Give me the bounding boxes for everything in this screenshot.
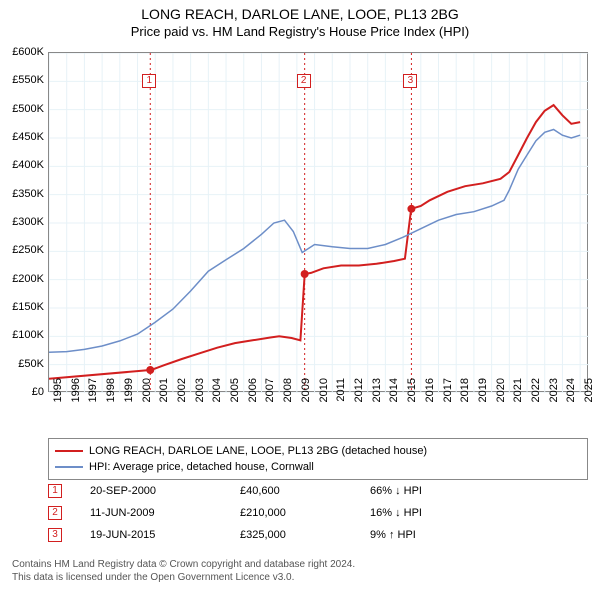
footer-line-2: This data is licensed under the Open Gov…: [12, 572, 588, 585]
transaction-delta: 9% ↑ HPI: [370, 529, 480, 541]
x-tick-label: 2013: [371, 378, 383, 414]
y-tick-label: £200K: [2, 273, 44, 285]
transaction-date: 20-SEP-2000: [90, 485, 240, 497]
event-marker: 1: [142, 74, 156, 88]
chart-plot-area: [48, 52, 588, 392]
y-tick-label: £600K: [2, 46, 44, 58]
legend-label: HPI: Average price, detached house, Corn…: [89, 461, 314, 473]
y-tick-label: £350K: [2, 188, 44, 200]
transaction-marker: 1: [48, 484, 62, 498]
transaction-delta: 16% ↓ HPI: [370, 507, 480, 519]
y-tick-label: £0: [2, 386, 44, 398]
transaction-row: 3 19-JUN-2015£325,0009% ↑ HPI: [48, 524, 588, 546]
y-tick-label: £550K: [2, 74, 44, 86]
legend-swatch: [55, 450, 83, 452]
transaction-delta: 66% ↓ HPI: [370, 485, 480, 497]
x-tick-label: 2007: [264, 378, 276, 414]
title-block: LONG REACH, DARLOE LANE, LOOE, PL13 2BG …: [0, 0, 600, 39]
x-tick-label: 1998: [105, 378, 117, 414]
transaction-row: 2 11-JUN-2009£210,00016% ↓ HPI: [48, 502, 588, 524]
x-tick-label: 2024: [565, 378, 577, 414]
x-tick-label: 2019: [477, 378, 489, 414]
x-tick-label: 2002: [176, 378, 188, 414]
x-tick-label: 2020: [495, 378, 507, 414]
y-tick-label: £100K: [2, 329, 44, 341]
transactions-table: 1 20-SEP-2000£40,60066% ↓ HPI 2 11-JUN-2009…: [48, 480, 588, 546]
transaction-date: 11-JUN-2009: [90, 507, 240, 519]
x-tick-label: 2005: [229, 378, 241, 414]
chart-subtitle: Price paid vs. HM Land Registry's House …: [0, 22, 600, 39]
x-tick-label: 2023: [548, 378, 560, 414]
transaction-marker: 3: [48, 528, 62, 542]
y-tick-label: £500K: [2, 103, 44, 115]
y-tick-label: £150K: [2, 301, 44, 313]
y-tick-label: £250K: [2, 244, 44, 256]
x-tick-label: 1995: [52, 378, 64, 414]
x-tick-label: 2015: [406, 378, 418, 414]
legend-item: HPI: Average price, detached house, Corn…: [55, 459, 581, 475]
transaction-price: £40,600: [240, 485, 370, 497]
x-tick-label: 2012: [353, 378, 365, 414]
legend-label: LONG REACH, DARLOE LANE, LOOE, PL13 2BG …: [89, 445, 427, 457]
x-tick-label: 2018: [459, 378, 471, 414]
x-tick-label: 2011: [335, 378, 347, 414]
x-tick-label: 1996: [70, 378, 82, 414]
x-tick-label: 2014: [388, 378, 400, 414]
transaction-price: £325,000: [240, 529, 370, 541]
chart-title: LONG REACH, DARLOE LANE, LOOE, PL13 2BG: [0, 6, 600, 22]
x-tick-label: 2003: [194, 378, 206, 414]
transaction-marker: 2: [48, 506, 62, 520]
legend-box: LONG REACH, DARLOE LANE, LOOE, PL13 2BG …: [48, 438, 588, 480]
footer-line-1: Contains HM Land Registry data © Crown c…: [12, 559, 588, 572]
event-marker: 2: [297, 74, 311, 88]
y-tick-label: £50K: [2, 358, 44, 370]
y-tick-label: £400K: [2, 159, 44, 171]
x-tick-label: 2009: [300, 378, 312, 414]
y-tick-label: £450K: [2, 131, 44, 143]
chart-svg: [49, 53, 589, 393]
x-tick-label: 2025: [583, 378, 595, 414]
x-tick-label: 2016: [424, 378, 436, 414]
x-tick-label: 2004: [211, 378, 223, 414]
y-tick-label: £300K: [2, 216, 44, 228]
x-tick-label: 2022: [530, 378, 542, 414]
footer-attribution: Contains HM Land Registry data © Crown c…: [12, 559, 588, 584]
legend-swatch: [55, 466, 83, 468]
x-tick-label: 1997: [87, 378, 99, 414]
transaction-date: 19-JUN-2015: [90, 529, 240, 541]
x-tick-label: 2010: [318, 378, 330, 414]
x-tick-label: 2006: [247, 378, 259, 414]
x-tick-label: 2021: [512, 378, 524, 414]
chart-container: LONG REACH, DARLOE LANE, LOOE, PL13 2BG …: [0, 0, 600, 590]
x-tick-label: 2017: [442, 378, 454, 414]
x-tick-label: 1999: [123, 378, 135, 414]
x-tick-label: 2000: [141, 378, 153, 414]
x-tick-label: 2001: [158, 378, 170, 414]
x-tick-label: 2008: [282, 378, 294, 414]
transaction-row: 1 20-SEP-2000£40,60066% ↓ HPI: [48, 480, 588, 502]
transaction-price: £210,000: [240, 507, 370, 519]
legend-item: LONG REACH, DARLOE LANE, LOOE, PL13 2BG …: [55, 443, 581, 459]
event-marker: 3: [403, 74, 417, 88]
